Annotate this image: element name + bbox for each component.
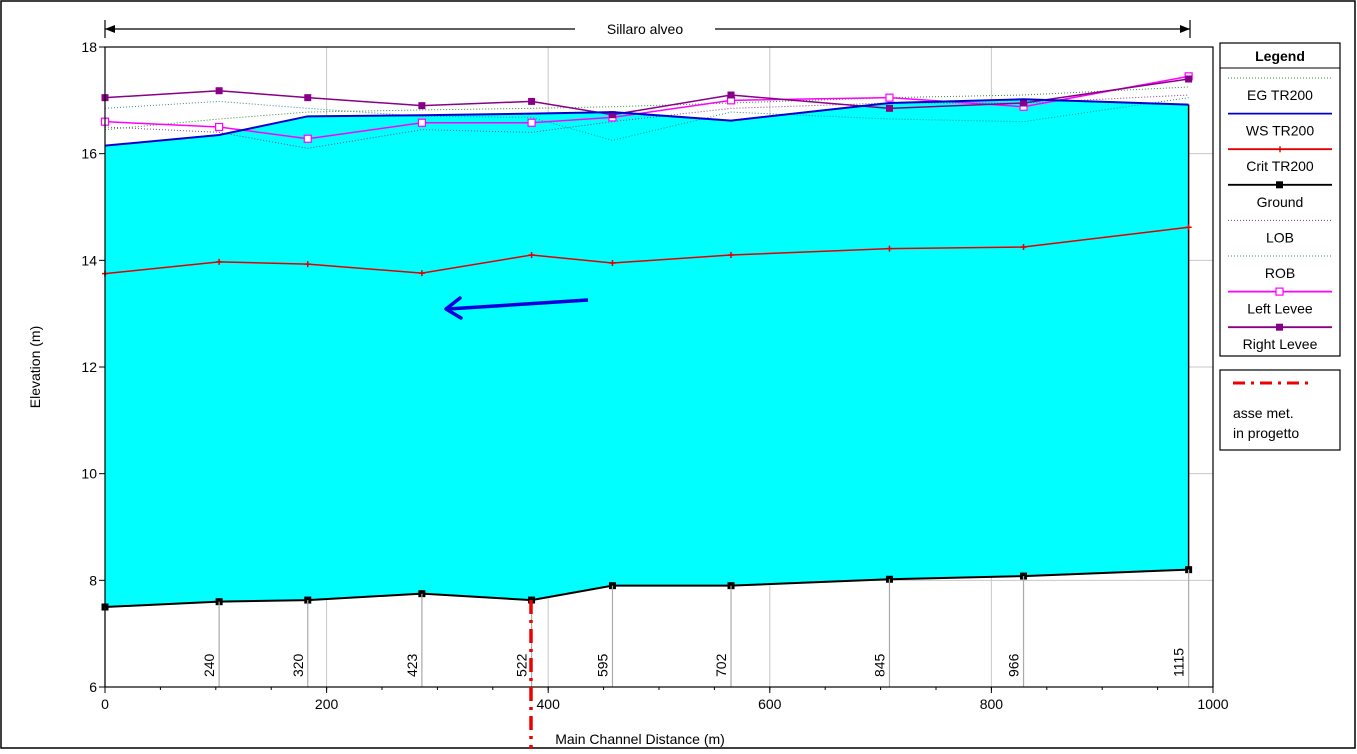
crit-tr200-point [528, 252, 535, 258]
y-tick-label: 6 [89, 679, 97, 695]
station-labels: 240 320 423 522 595 702 845 966 1115 [104, 569, 1190, 687]
legend-label-left-levee: Left Levee [1247, 301, 1313, 317]
left-levee-point [417, 118, 426, 127]
ws-tr200-line [104, 98, 1189, 147]
right-levee-point [528, 97, 536, 105]
left-levee-point [215, 122, 224, 132]
legend-marker-crit-tr200 [1277, 146, 1283, 153]
right-levee-point [608, 111, 616, 119]
y-axis-label: Elevation (m) [27, 326, 43, 408]
y-tick-label: 18 [81, 39, 97, 55]
x-tick-label: 1000 [1197, 696, 1228, 712]
x-tick-label: 0 [101, 696, 109, 712]
legend-label-right-levee: Right Levee [1243, 336, 1318, 352]
station-label: 595 [594, 653, 610, 677]
y-tick-label: 10 [81, 466, 97, 482]
x-axis-label: Main Channel Distance (m) [555, 731, 725, 747]
legend-marker-ground [1276, 181, 1283, 189]
axis-legend-label-2: in progetto [1233, 425, 1299, 441]
legend-marker-left-levee [1275, 287, 1284, 296]
crit-tr200-point [886, 245, 893, 252]
crit-tr200-point [304, 261, 311, 268]
crit-tr200-point [216, 258, 223, 265]
right-levee-point [418, 102, 426, 110]
legend-title: Legend [1255, 48, 1305, 64]
x-tick-label: 800 [980, 696, 1004, 712]
station-label: 522 [514, 653, 530, 677]
y-tick-label: 12 [81, 359, 97, 375]
station-label: 966 [1006, 653, 1022, 677]
axis-ticks: 0 200 400 600 800 1000 6 8 10 12 14 16 18 [81, 39, 1228, 712]
left-levee-point [527, 118, 536, 127]
title-bracket [104, 20, 1191, 38]
right-levee-point [215, 87, 223, 95]
left-levee-point [303, 134, 312, 143]
station-label: 423 [404, 653, 420, 677]
legend-marker-right-levee [1276, 323, 1283, 331]
legend-label-lob: LOB [1266, 229, 1294, 245]
x-tick-label: 400 [537, 696, 561, 712]
legend-box [1219, 42, 1341, 357]
legend-label-rob: ROB [1265, 265, 1295, 281]
left-levee-line [104, 75, 1189, 140]
crit-tr200-point [1185, 224, 1192, 231]
legend-label-eg-tr200: EG TR200 [1247, 87, 1313, 103]
axis-legend-label-1: asse met. [1233, 405, 1294, 421]
flow-direction-arrow [444, 296, 589, 320]
right-levee-point [885, 104, 893, 112]
axis-marker-legend: asse met. in progetto [1219, 369, 1341, 451]
right-levee-point [727, 91, 735, 99]
x-tick-label: 200 [315, 696, 339, 712]
station-label: 320 [290, 653, 306, 677]
station-label: 240 [201, 653, 217, 677]
crit-tr200-line [104, 226, 1189, 275]
lob-line [104, 94, 1189, 149]
right-levee-point [1020, 99, 1028, 107]
water-fill [105, 99, 1190, 608]
water-surface-fill [105, 99, 1189, 608]
crit-tr200-point [418, 270, 425, 277]
right-levee-point [1185, 75, 1193, 83]
legend: Legend EG TR200 WS TR200 Crit TR200 Ground L… [1219, 42, 1341, 357]
right-levee-point [304, 94, 312, 102]
x-tick-label: 600 [758, 696, 782, 712]
y-tick-label: 16 [81, 146, 97, 162]
chart-title: Sillaro alveo [607, 21, 683, 37]
rob-line [104, 97, 1189, 141]
eg-tr200-line [104, 86, 1189, 131]
legend-label-ground: Ground [1257, 194, 1304, 210]
station-label: 845 [871, 653, 887, 677]
station-label: 1115 [1171, 648, 1187, 677]
legend-label-ws-tr200: WS TR200 [1246, 123, 1314, 139]
crit-tr200-point [609, 260, 616, 266]
y-tick-label: 14 [81, 252, 97, 268]
right-levee-line [104, 78, 1189, 116]
crit-tr200-point [1020, 244, 1027, 250]
legend-label-crit-tr200: Crit TR200 [1246, 158, 1314, 174]
station-label: 702 [713, 653, 729, 677]
ground-line [104, 568, 1189, 608]
left-levee-point [885, 93, 894, 102]
y-tick-label: 8 [89, 572, 97, 588]
crit-tr200-point [728, 252, 735, 258]
